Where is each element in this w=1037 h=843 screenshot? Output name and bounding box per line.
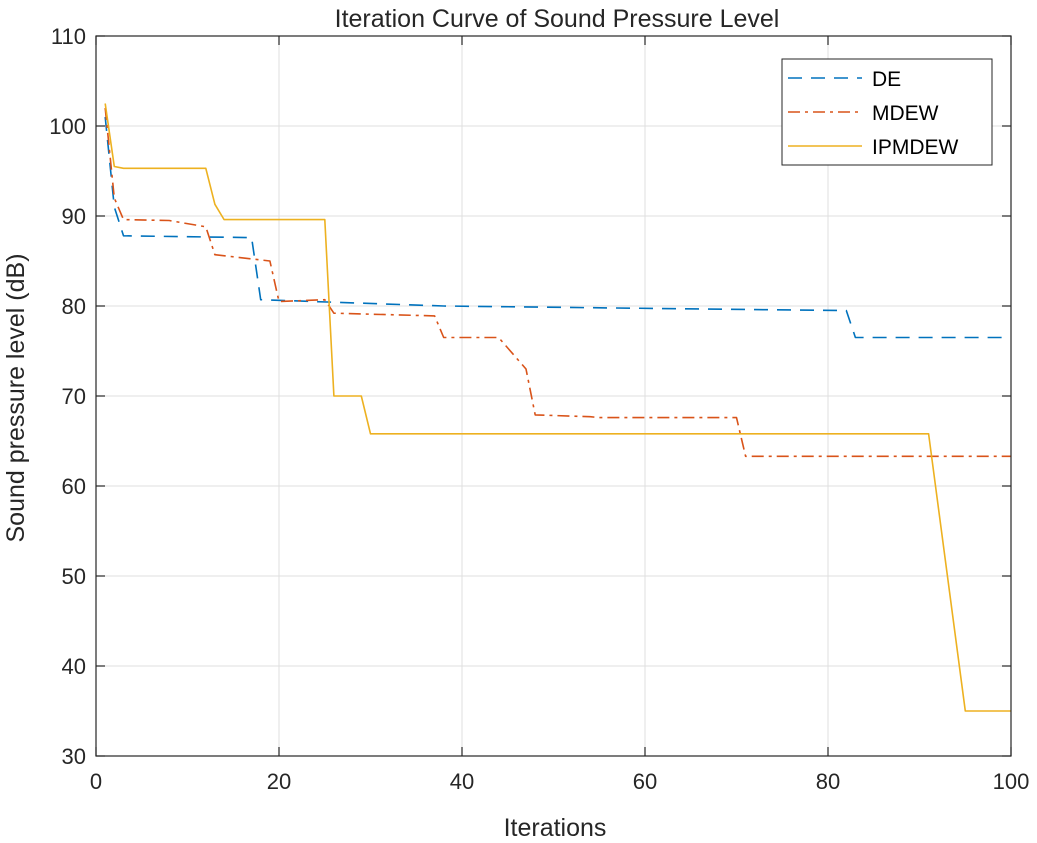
y-tick-label: 70 [62,384,86,409]
x-tick-label: 40 [450,769,474,794]
y-tick-label: 50 [62,564,86,589]
x-tick-label: 100 [993,769,1030,794]
series-line-de [104,116,1011,339]
y-tick-label: 40 [62,654,86,679]
y-tick-label: 110 [51,24,86,49]
y-tick-label: 100 [49,114,86,139]
legend: DE MDEW IPMDEW [781,58,993,166]
legend-label-mdew: MDEW [872,102,939,125]
series-line-ipmdew [104,103,1011,712]
y-tick-label: 60 [62,474,86,499]
y-tick-label: 30 [62,744,86,769]
x-tick-label: 0 [90,769,102,794]
x-tick-label: 20 [267,769,291,794]
y-tick-label: 90 [62,204,86,229]
tick-layer: 0 20 40 60 80 100 30 40 50 60 70 80 90 100 110 [49,24,1029,794]
x-axis-title: Iterations [504,814,607,842]
y-axis-title: Sound pressure level (dB) [2,253,30,542]
series-layer [104,103,1011,712]
x-tick-label: 80 [816,769,840,794]
legend-label-ipmdew: IPMDEW [872,136,959,159]
x-tick-label: 60 [633,769,657,794]
y-tick-label: 80 [62,294,86,319]
legend-label-de: DE [872,68,901,91]
chart-title: Iteration Curve of Sound Pressure Level [335,5,780,33]
series-line-mdew [104,107,1011,458]
